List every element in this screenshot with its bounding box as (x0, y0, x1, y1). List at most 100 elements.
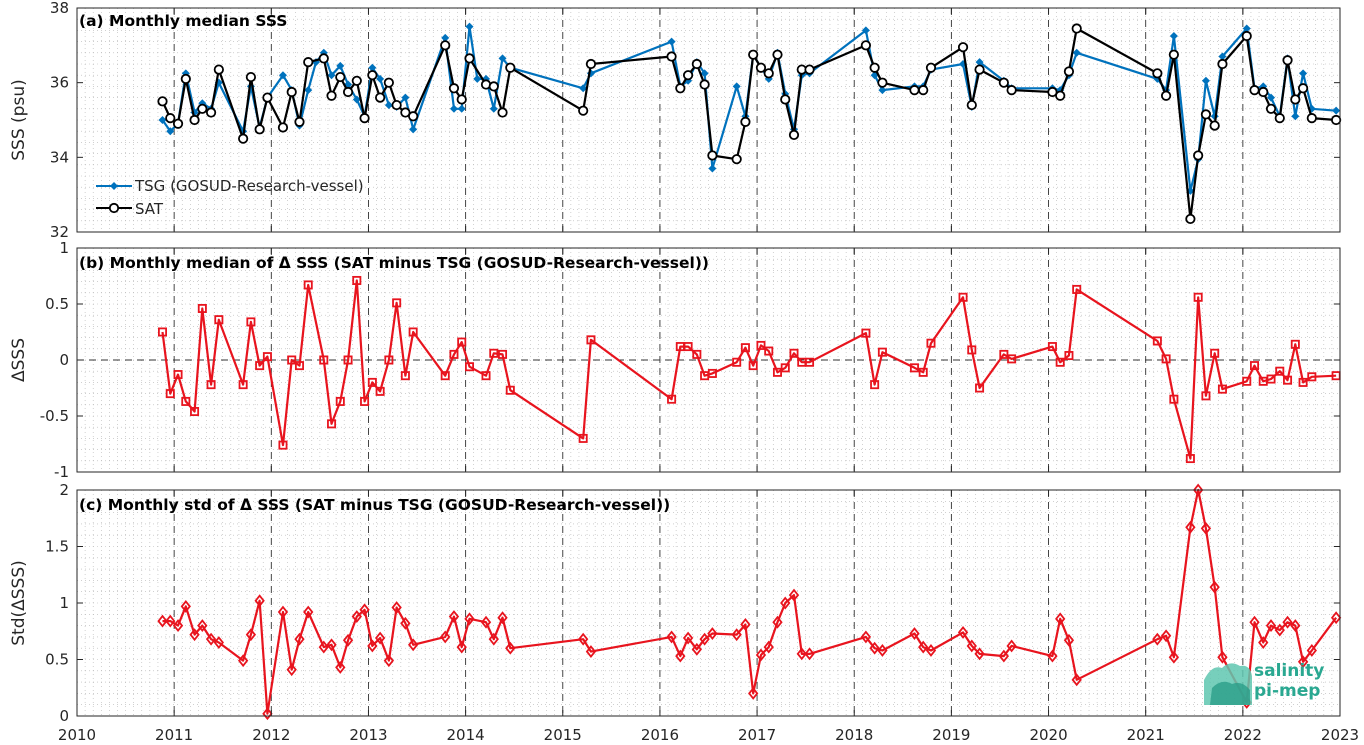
data-point-marker (763, 68, 774, 79)
data-point-marker (1307, 372, 1317, 382)
data-point-marker (1209, 580, 1220, 594)
data-point-marker (343, 355, 353, 365)
data-point-marker (1266, 374, 1276, 384)
data-point-marker (740, 343, 750, 353)
data-point-marker (278, 440, 288, 450)
data-point-marker (303, 280, 313, 290)
data-point-marker (1242, 376, 1252, 386)
panel-b-frame (76, 247, 1341, 473)
data-point-marker (666, 51, 677, 62)
data-point-marker (788, 588, 800, 602)
data-point-marker (1055, 612, 1066, 626)
data-point-marker (498, 349, 508, 359)
data-point-marker (974, 64, 985, 75)
data-point-marker (197, 103, 208, 114)
data-point-marker (383, 77, 394, 88)
data-point-marker (1007, 354, 1017, 364)
data-point-marker (578, 105, 589, 116)
y-tick-label: 0 (59, 351, 69, 369)
x-tick-label: 2012 (252, 726, 290, 744)
data-point-marker (1258, 86, 1269, 98)
data-point-marker (335, 396, 345, 406)
legend-tsg-marker (110, 182, 118, 190)
data-point-marker (1071, 673, 1082, 687)
panel-b-plot (157, 275, 1341, 464)
data-point-marker (157, 614, 168, 628)
data-point-marker (384, 101, 393, 110)
data-point-marker (731, 628, 742, 642)
data-point-marker (780, 363, 790, 373)
data-point-marker (440, 40, 451, 51)
data-point-marker (1169, 394, 1179, 404)
data-point-marker (1047, 86, 1058, 98)
salinity-pi-mep-logo: salinity pi-mep (1204, 661, 1324, 705)
data-point-marker (1290, 339, 1300, 349)
data-point-marker (918, 367, 928, 377)
data-point-marker (238, 133, 249, 144)
data-point-marker (1299, 69, 1308, 78)
data-point-marker (359, 603, 370, 617)
data-point-marker (352, 95, 361, 104)
data-point-marker (675, 649, 686, 663)
data-point-marker (789, 348, 799, 358)
data-point-marker (1290, 94, 1301, 105)
data-point-marker (352, 275, 362, 285)
data-point-marker (1152, 336, 1162, 346)
data-point-marker (360, 396, 370, 406)
data-point-marker (860, 630, 872, 644)
data-point-marker (909, 627, 920, 640)
data-point-marker (214, 315, 224, 325)
data-point-marker (254, 594, 265, 608)
data-point-marker (197, 303, 207, 313)
data-point-marker (957, 625, 969, 639)
data-point-marker (376, 74, 385, 83)
data-point-marker (1055, 357, 1065, 367)
x-tick-label: 2022 (1224, 726, 1262, 744)
data-point-marker (166, 127, 175, 136)
data-point-marker (699, 79, 710, 90)
data-point-marker (918, 85, 929, 96)
data-point-marker (877, 644, 888, 657)
data-point-marker (1071, 23, 1082, 34)
data-point-marker (205, 107, 217, 118)
data-point-marker (998, 649, 1010, 663)
data-point-marker (805, 357, 815, 367)
y-tick-label: 32 (50, 223, 69, 241)
data-point-marker (326, 638, 337, 652)
data-point-marker (585, 645, 597, 659)
data-point-marker (1283, 375, 1293, 385)
x-tick-label: 2018 (835, 726, 873, 744)
data-point-marker (384, 355, 394, 365)
data-point-marker (804, 647, 815, 661)
data-point-marker (957, 42, 969, 53)
data-point-marker (748, 361, 758, 371)
data-point-marker (869, 62, 880, 73)
data-point-marker (1267, 93, 1276, 102)
data-point-marker (375, 386, 385, 396)
data-point-marker (181, 396, 191, 406)
data-point-marker (449, 349, 459, 359)
data-point-marker (294, 116, 305, 127)
data-point-marker (392, 298, 402, 308)
data-point-marker (1265, 103, 1277, 114)
data-point-marker (408, 327, 418, 337)
data-point-marker (731, 154, 742, 165)
data-point-marker (1072, 48, 1081, 57)
y-tick-label: -0.5 (40, 407, 69, 425)
data-point-marker (707, 150, 718, 161)
data-point-marker (238, 380, 248, 390)
data-point-marker (870, 380, 880, 390)
data-point-marker (925, 62, 937, 73)
data-point-marker (1063, 66, 1075, 77)
data-point-marker (465, 362, 475, 372)
data-point-marker (336, 61, 345, 70)
data-point-marker (1258, 636, 1269, 649)
data-point-marker (157, 327, 167, 337)
data-point-marker (708, 164, 717, 173)
data-point-marker (878, 86, 887, 95)
data-point-marker (294, 632, 305, 646)
data-point-marker (158, 116, 167, 124)
x-tick-label: 2014 (447, 726, 485, 744)
data-point-marker (197, 619, 208, 633)
